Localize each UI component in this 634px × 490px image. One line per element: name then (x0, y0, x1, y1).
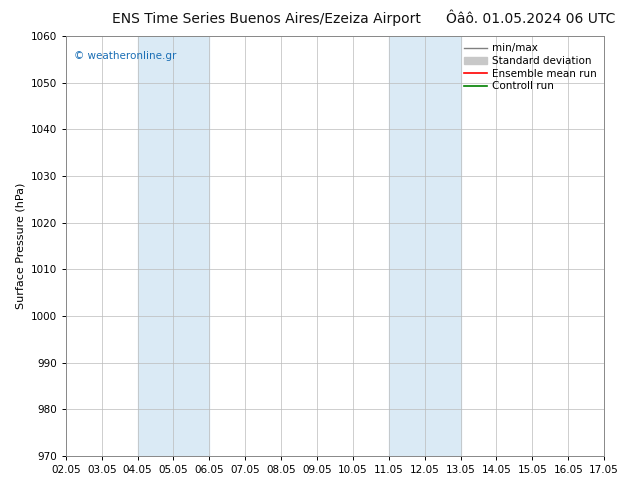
Legend: min/max, Standard deviation, Ensemble mean run, Controll run: min/max, Standard deviation, Ensemble me… (462, 41, 599, 93)
Text: ENS Time Series Buenos Aires/Ezeiza Airport: ENS Time Series Buenos Aires/Ezeiza Airp… (112, 12, 421, 26)
Text: © weatheronline.gr: © weatheronline.gr (74, 51, 176, 61)
Text: Ôâô. 01.05.2024 06 UTC: Ôâô. 01.05.2024 06 UTC (446, 12, 615, 26)
Bar (138, 36, 209, 456)
Bar (389, 36, 460, 456)
Y-axis label: Surface Pressure (hPa): Surface Pressure (hPa) (15, 183, 25, 309)
